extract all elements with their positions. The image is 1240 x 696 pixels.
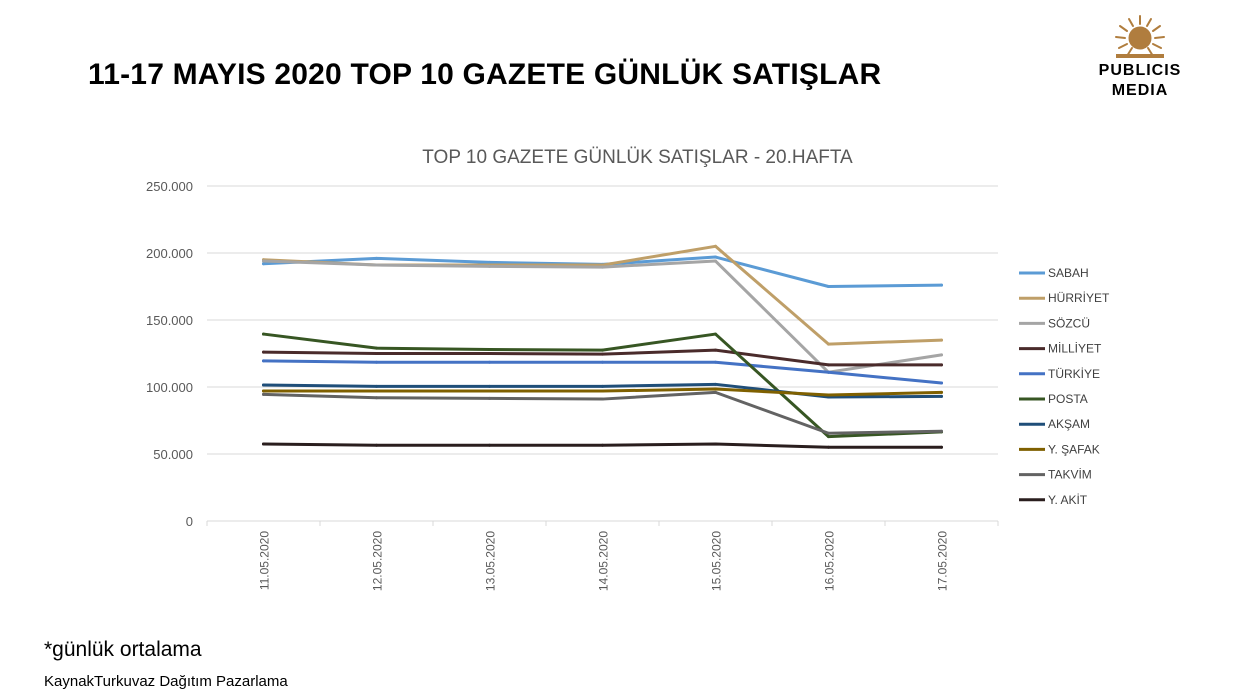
x-tick-label: 16.05.2020: [823, 531, 837, 591]
data-point: [940, 283, 943, 287]
data-point: [827, 342, 830, 346]
data-point: [714, 348, 717, 352]
data-point: [601, 348, 604, 352]
data-point: [375, 384, 378, 388]
data-point: [940, 353, 943, 357]
data-point: [714, 244, 717, 248]
data-point: [827, 285, 830, 288]
data-point: [488, 360, 491, 364]
data-point: [488, 389, 491, 393]
data-point: [262, 350, 265, 354]
data-point: [714, 442, 717, 446]
y-tick-label: 200.000: [146, 246, 193, 261]
y-tick-label: 150.000: [146, 313, 193, 328]
logo-text-media: MEDIA: [1111, 82, 1169, 99]
legend-label: MİLLİYET: [1048, 342, 1102, 356]
data-point: [601, 443, 604, 447]
data-point: [375, 256, 378, 260]
y-tick-label: 250.000: [146, 179, 193, 194]
data-point: [375, 352, 378, 355]
data-point: [601, 389, 604, 393]
chart-title: TOP 10 GAZETE GÜNLÜK SATIŞLAR - 20.HAFTA: [422, 147, 853, 168]
legend-label: TAKVİM: [1048, 468, 1092, 482]
data-point: [375, 263, 378, 267]
data-point: [262, 359, 265, 363]
x-tick-label: 11.05.2020: [258, 531, 272, 590]
data-point: [827, 435, 830, 439]
page-title: 11-17 MAYIS 2020 TOP 10 GAZETE GÜNLÜK SA…: [88, 58, 882, 91]
data-point: [940, 381, 943, 385]
x-tick-label: 12.05.2020: [371, 531, 385, 591]
data-point: [940, 390, 943, 394]
data-point: [375, 396, 378, 400]
data-point: [262, 332, 265, 336]
data-point: [714, 332, 717, 336]
y-tick-label: 50.000: [153, 447, 193, 462]
legend-label: SÖZCÜ: [1048, 316, 1090, 330]
legend-label: Y. ŞAFAK: [1048, 442, 1100, 456]
publicis-media-logo: PUBLICIS MEDIA: [1088, 12, 1192, 102]
data-point: [714, 255, 717, 259]
source-note: KaynakTurkuvaz Dağıtım Pazarlama: [44, 673, 288, 690]
data-point: [488, 352, 491, 355]
data-point: [601, 352, 604, 356]
data-point: [488, 260, 491, 264]
data-point: [827, 445, 830, 449]
data-point: [714, 390, 717, 394]
data-point: [488, 384, 491, 388]
data-point: [262, 442, 265, 446]
series-line-2: [262, 244, 943, 346]
x-tick-label: 13.05.2020: [484, 531, 498, 591]
y-tick-label: 0: [186, 514, 193, 529]
legend-label: AKŞAM: [1048, 417, 1090, 431]
data-point: [827, 363, 830, 367]
x-tick-label: 17.05.2020: [936, 531, 950, 591]
logo-text-publicis: PUBLICIS: [1098, 62, 1182, 79]
data-point: [827, 431, 830, 435]
data-point: [827, 370, 830, 374]
data-point: [601, 360, 604, 364]
data-point: [488, 347, 491, 351]
data-point: [940, 429, 943, 433]
data-point: [488, 264, 491, 268]
legend-label: POSTA: [1048, 392, 1088, 406]
data-point: [827, 393, 830, 397]
data-point: [714, 259, 717, 263]
data-point: [262, 383, 265, 387]
x-tick-label: 15.05.2020: [710, 531, 724, 591]
data-point: [601, 265, 604, 269]
legend-label: Y. AKİT: [1048, 493, 1088, 507]
data-point: [488, 396, 491, 400]
data-point: [375, 346, 378, 350]
legend-label: TÜRKİYE: [1048, 367, 1100, 381]
data-point: [601, 384, 604, 388]
data-point: [714, 360, 717, 364]
footnote: *günlük ortalama: [44, 638, 202, 661]
data-point: [601, 397, 604, 401]
data-point: [714, 382, 717, 386]
data-point: [262, 259, 265, 263]
data-point: [262, 389, 265, 393]
data-point: [940, 394, 943, 398]
legend-label: SABAH: [1048, 266, 1089, 280]
data-point: [262, 262, 265, 266]
y-tick-label: 100.000: [146, 380, 193, 395]
data-point: [375, 389, 378, 393]
data-point: [940, 338, 943, 342]
lion-head-icon: [1115, 15, 1165, 58]
x-tick-label: 14.05.2020: [597, 531, 611, 591]
series-line-1: [262, 255, 943, 288]
data-point: [488, 443, 491, 447]
data-point: [940, 445, 943, 449]
data-point: [375, 443, 378, 447]
data-point: [375, 360, 378, 364]
legend-label: HÜRRİYET: [1048, 291, 1110, 305]
data-point: [940, 363, 943, 367]
data-point: [714, 387, 717, 391]
data-point: [262, 392, 265, 396]
